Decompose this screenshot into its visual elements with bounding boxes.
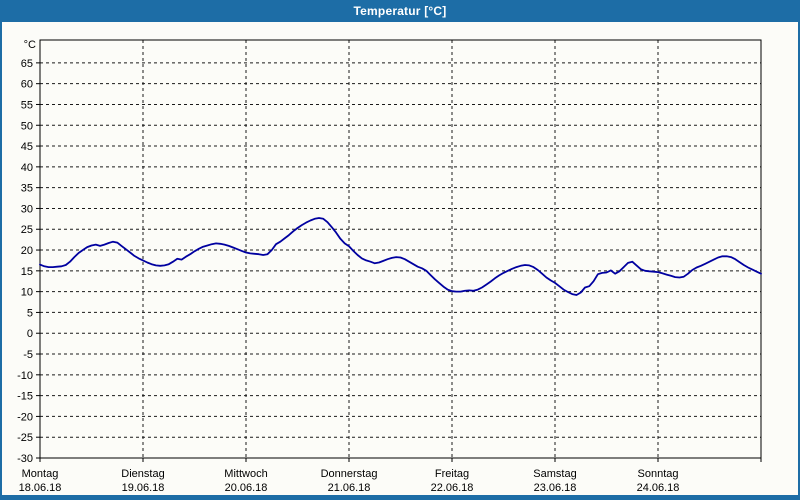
day-date-label: 19.06.18 (122, 482, 165, 494)
day-name-label: Dienstag (121, 468, 164, 480)
y-axis-unit: °C (24, 39, 36, 51)
y-tick-label: -15 (17, 391, 33, 403)
y-tick-label: 65 (21, 58, 33, 70)
y-tick-label: -5 (23, 349, 33, 361)
temperature-curve (39, 217, 762, 296)
y-tick-label: 50 (21, 120, 33, 132)
y-tick-label: 45 (21, 141, 33, 153)
y-tick-label: -10 (17, 370, 33, 382)
day-date-label: 23.06.18 (534, 482, 577, 494)
day-date-label: 21.06.18 (328, 482, 371, 494)
y-tick-label: 30 (21, 203, 33, 215)
y-tick-label: 10 (21, 287, 33, 299)
y-tick-label: 60 (21, 79, 33, 91)
window-right-border (798, 22, 800, 500)
day-name-label: Montag (22, 468, 59, 480)
y-tick-label: -25 (17, 432, 33, 444)
y-tick-label: 15 (21, 266, 33, 278)
day-name-label: Sonntag (638, 468, 679, 480)
y-tick-label: -20 (17, 411, 33, 423)
y-tick-label: 40 (21, 162, 33, 174)
day-date-label: 20.06.18 (225, 482, 268, 494)
y-tick-label: -30 (17, 453, 33, 465)
y-tick-label: 0 (27, 328, 33, 340)
y-tick-label: 20 (21, 245, 33, 257)
day-date-label: 24.06.18 (637, 482, 680, 494)
day-name-label: Mittwoch (224, 468, 267, 480)
day-date-label: 18.06.18 (19, 482, 62, 494)
window-titlebar[interactable]: Temperatur [°C] (0, 0, 800, 22)
window-left-border (0, 22, 2, 500)
window-title: Temperatur [°C] (353, 4, 447, 18)
window-bottom-border (0, 495, 800, 500)
y-tick-label: 5 (27, 307, 33, 319)
y-tick-label: 55 (21, 99, 33, 111)
plot-border (39, 39, 762, 459)
day-name-label: Samstag (533, 468, 576, 480)
y-tick-label: 25 (21, 224, 33, 236)
day-name-label: Donnerstag (321, 468, 378, 480)
day-date-label: 22.06.18 (431, 482, 474, 494)
y-tick-label: 35 (21, 183, 33, 195)
day-name-label: Freitag (435, 468, 469, 480)
